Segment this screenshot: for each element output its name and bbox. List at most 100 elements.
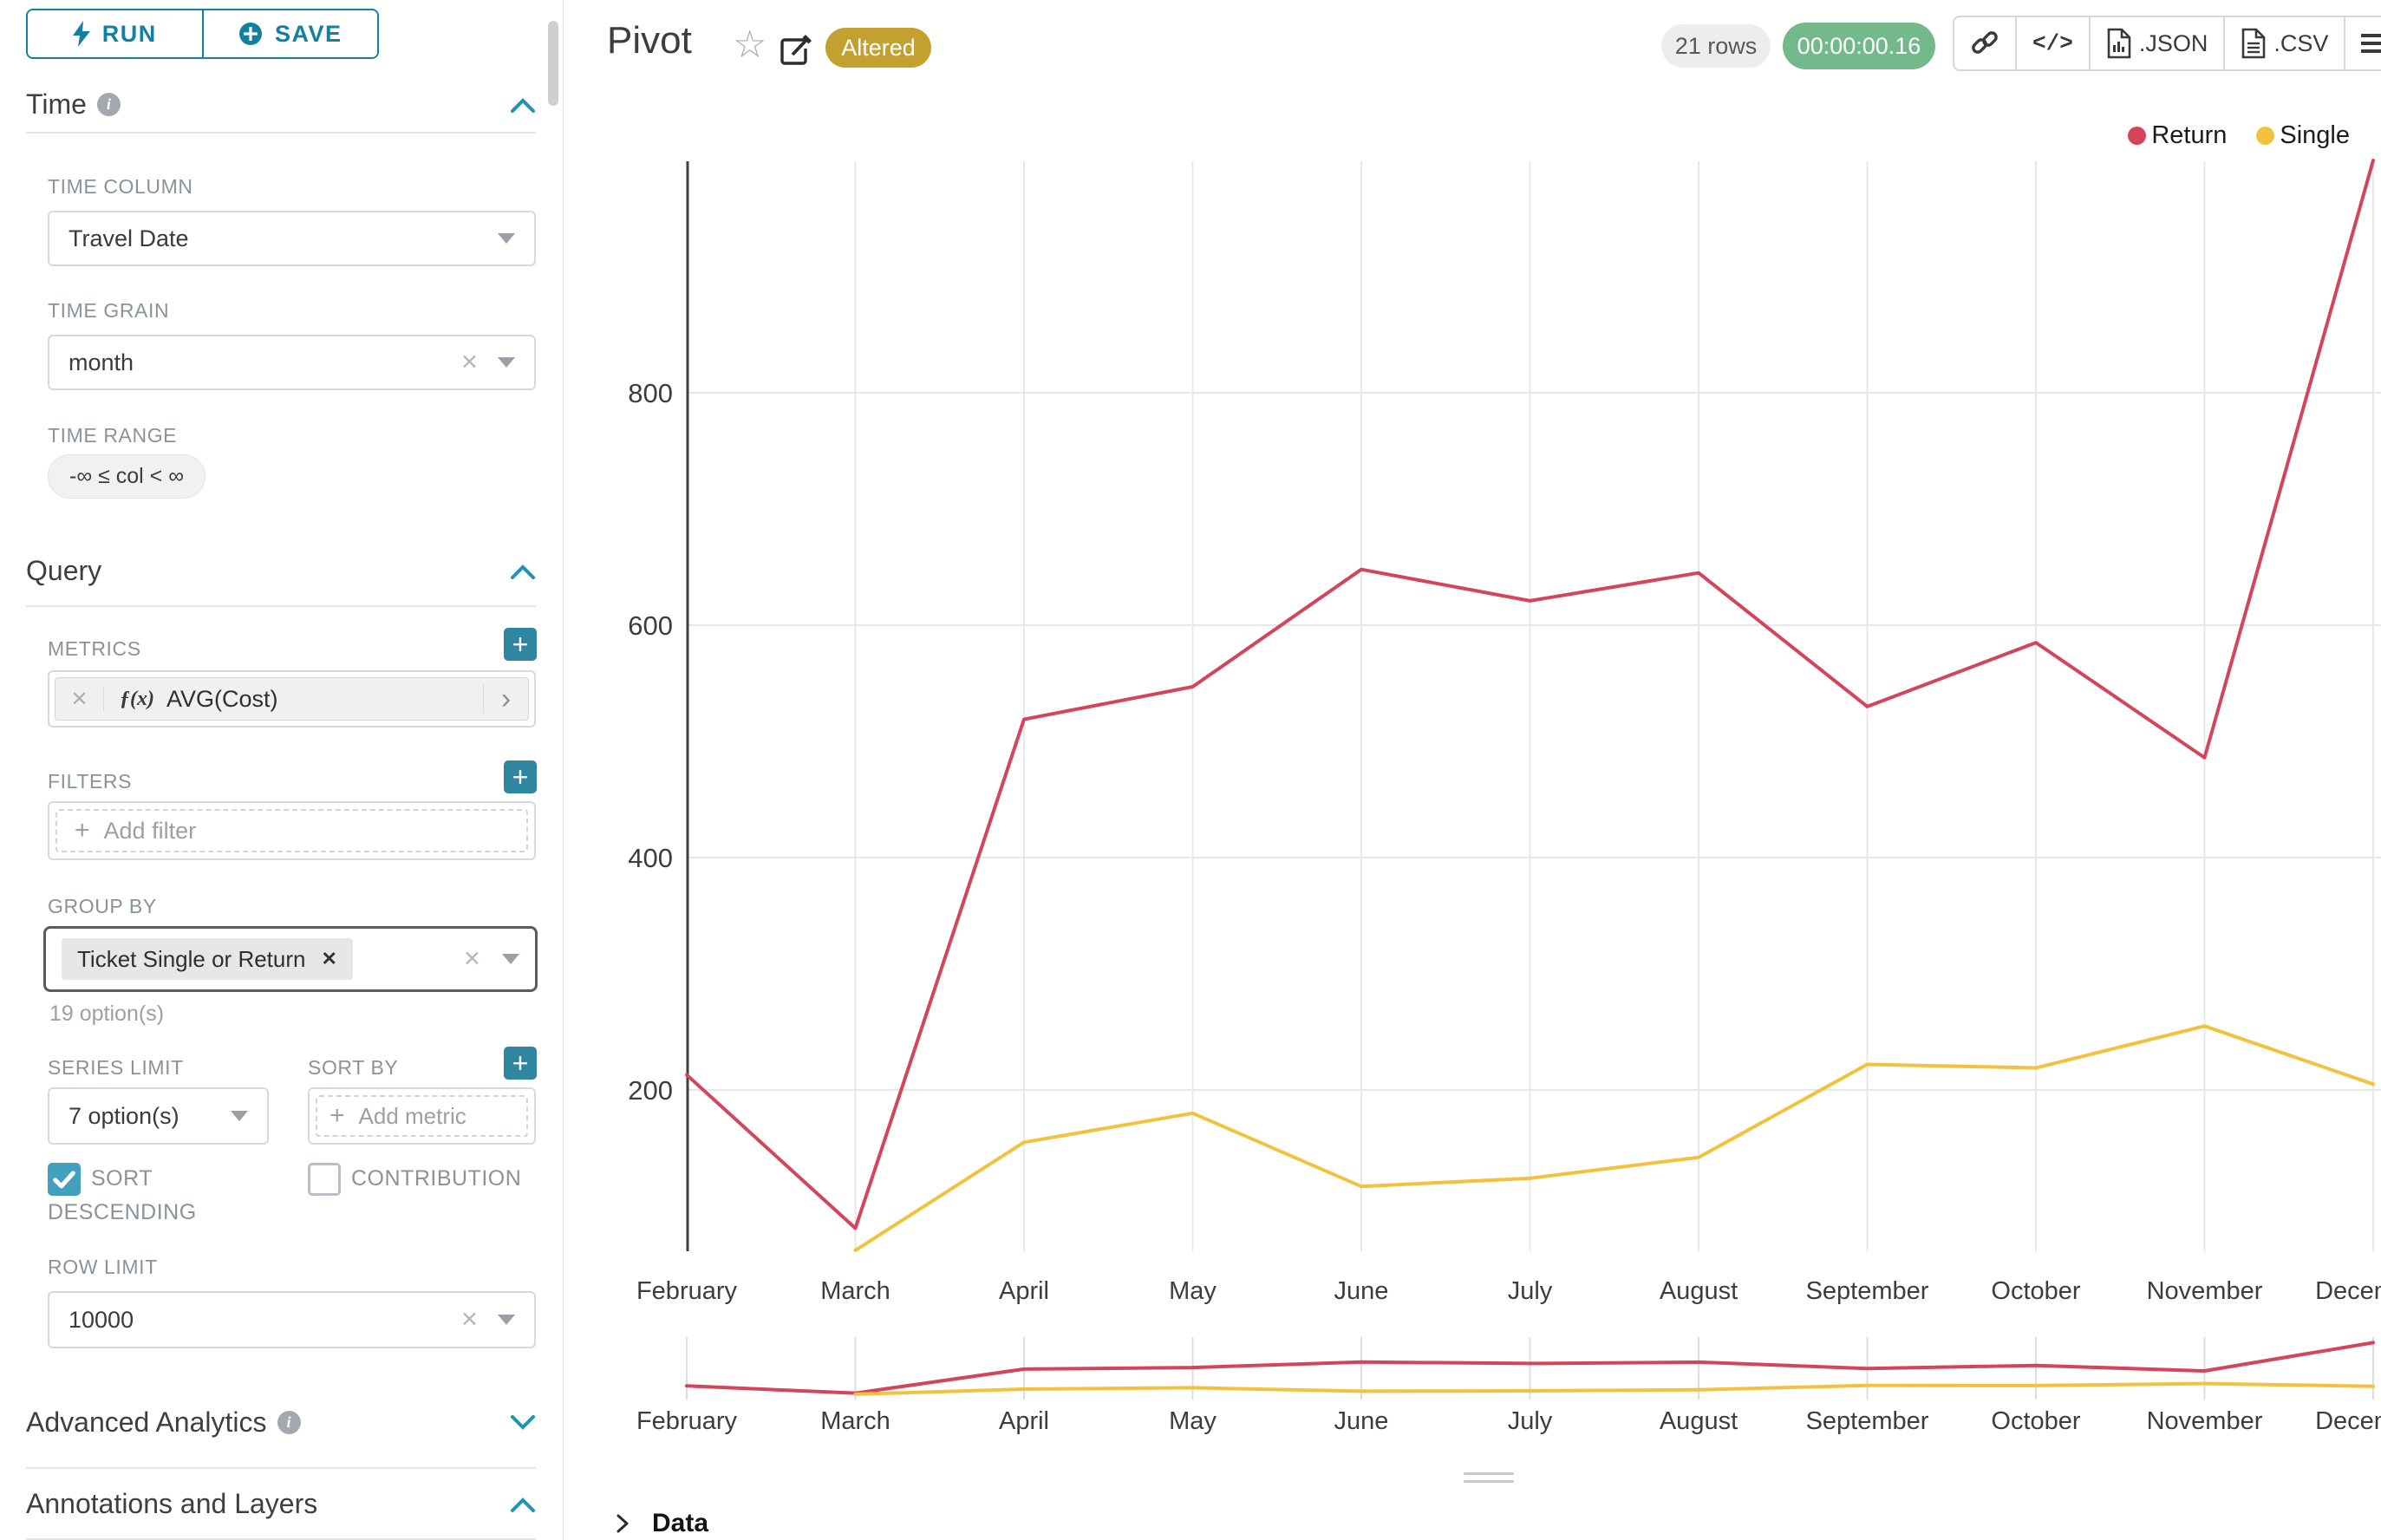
time-range-pill[interactable]: -∞ ≤ col < ∞	[48, 454, 206, 499]
chevron-up-icon[interactable]	[510, 97, 536, 113]
edit-title-icon[interactable]	[779, 31, 815, 72]
remove-metric-icon[interactable]: ✕	[55, 686, 104, 712]
add-filter-dropzone[interactable]: + Add filter	[55, 809, 528, 852]
sidebar-scrollbar[interactable]	[548, 21, 558, 106]
metrics-control: ✕ ƒ(x) AVG(Cost) ›	[48, 670, 536, 728]
check-icon	[53, 1171, 75, 1189]
legend-item-return[interactable]: Return	[2128, 121, 2227, 150]
add-filter-label: Add filter	[103, 817, 197, 844]
row-limit-select[interactable]: 10000 ✕	[48, 1291, 536, 1348]
csv-file-icon	[2242, 28, 2266, 59]
legend-dot-single	[2256, 127, 2275, 145]
time-grain-value: month	[68, 349, 134, 375]
preview-line-single	[853, 1381, 2375, 1396]
chevron-right-icon[interactable]: ›	[483, 684, 528, 714]
preview-x-label: April	[999, 1407, 1049, 1435]
metric-pill[interactable]: ✕ ƒ(x) AVG(Cost) ›	[55, 677, 529, 721]
query-section-title: Query	[26, 555, 102, 586]
more-options-button[interactable]	[2344, 17, 2381, 69]
resize-handle[interactable]	[1464, 1472, 1514, 1484]
clear-icon[interactable]: ✕	[460, 349, 479, 375]
add-metric-label: Add metric	[358, 1102, 466, 1129]
clear-icon[interactable]: ✕	[463, 946, 481, 971]
clear-icon[interactable]: ✕	[460, 1307, 479, 1332]
legend-item-single[interactable]: Single	[2256, 121, 2350, 150]
row-count-badge: 21 rows	[1661, 24, 1771, 68]
chevron-right-icon	[616, 1514, 629, 1533]
link-icon	[1972, 31, 1998, 54]
y-tick-label: 600	[628, 610, 673, 641]
contribution-checkbox[interactable]	[308, 1163, 341, 1197]
x-tick-label: May	[1169, 1277, 1217, 1305]
time-range-brush[interactable]	[607, 1335, 2381, 1405]
x-tick-label: April	[999, 1277, 1049, 1305]
copy-link-button[interactable]	[1954, 17, 2015, 69]
x-tick-label: October	[1991, 1277, 2080, 1305]
plus-circle-icon	[238, 23, 262, 45]
export-json-button[interactable]: .JSON	[2088, 17, 2224, 69]
time-section-header[interactable]: Time i	[26, 88, 536, 121]
legend-dot-return	[2128, 127, 2147, 145]
chevron-up-icon[interactable]	[510, 1497, 536, 1512]
x-tick-label: September	[1806, 1277, 1929, 1305]
x-tick-label: March	[820, 1277, 890, 1305]
add-sort-metric-dropzone[interactable]: + Add metric	[316, 1095, 528, 1137]
add-filter-button[interactable]: +	[504, 760, 537, 793]
metrics-label: METRICS	[48, 637, 141, 660]
export-csv-button[interactable]: .CSV	[2223, 17, 2344, 69]
annotations-header[interactable]: Annotations and Layers	[26, 1488, 536, 1520]
time-column-label: TIME COLUMN	[48, 175, 193, 198]
preview-x-label: July	[1508, 1407, 1553, 1435]
annotations-title: Annotations and Layers	[26, 1488, 318, 1519]
data-panel-toggle[interactable]: Data	[612, 1509, 708, 1538]
add-sort-metric-button[interactable]: +	[504, 1047, 537, 1080]
filters-label: FILTERS	[48, 770, 133, 793]
menu-icon	[2361, 34, 2381, 53]
time-section-title: Time	[26, 88, 87, 120]
time-column-value: Travel Date	[68, 225, 189, 251]
add-metric-button[interactable]: +	[504, 628, 537, 661]
chevron-down-icon	[498, 1315, 515, 1325]
group-by-hint: 19 option(s)	[49, 1002, 165, 1026]
chart-title: Pivot	[607, 19, 692, 62]
chevron-down-icon[interactable]	[510, 1414, 536, 1431]
preview-x-label: August	[1660, 1407, 1738, 1435]
advanced-analytics-header[interactable]: Advanced Analytics i	[26, 1406, 536, 1439]
preview-x-label: May	[1169, 1407, 1217, 1435]
divider	[26, 1467, 536, 1469]
contribution-label: CONTRIBUTION	[351, 1166, 522, 1191]
x-tick-label: December	[2315, 1277, 2381, 1305]
group-by-tag: Ticket Single or Return ✕	[62, 938, 353, 980]
group-by-select[interactable]: Ticket Single or Return ✕ ✕	[43, 926, 538, 992]
preview-x-label: November	[2147, 1407, 2263, 1435]
preview-x-label: October	[1991, 1407, 2080, 1435]
series-limit-select[interactable]: 7 option(s)	[48, 1087, 269, 1145]
save-button[interactable]: SAVE	[201, 10, 377, 57]
json-file-icon	[2107, 28, 2131, 59]
x-tick-label: February	[636, 1277, 738, 1305]
x-tick-label: August	[1660, 1277, 1738, 1305]
sort-descending-checkbox[interactable]	[48, 1163, 81, 1197]
legend-label-single: Single	[2280, 121, 2350, 149]
y-tick-label: 400	[628, 843, 673, 873]
info-icon: i	[277, 1411, 301, 1434]
remove-tag-icon[interactable]: ✕	[321, 948, 337, 969]
chevron-down-icon	[231, 1111, 248, 1121]
metric-name: AVG(Cost)	[166, 685, 278, 712]
run-button[interactable]: RUN	[28, 10, 202, 57]
legend-label-return: Return	[2151, 121, 2228, 149]
altered-badge[interactable]: Altered	[825, 28, 931, 68]
chevron-up-icon[interactable]	[510, 564, 536, 579]
time-grain-label: TIME GRAIN	[48, 299, 170, 322]
time-grain-select[interactable]: month ✕	[48, 335, 536, 390]
chart-legend: Return Single	[2038, 121, 2350, 150]
query-section-header[interactable]: Query	[26, 555, 536, 587]
data-panel-label: Data	[652, 1509, 709, 1537]
favorite-star-icon[interactable]: ☆	[733, 23, 767, 66]
x-tick-label: November	[2147, 1277, 2263, 1305]
group-by-tag-label: Ticket Single or Return	[77, 945, 306, 972]
embed-code-button[interactable]: </>	[2015, 17, 2089, 69]
chart-plot-area[interactable]	[688, 161, 2381, 1251]
time-column-select[interactable]: Travel Date	[48, 211, 536, 266]
